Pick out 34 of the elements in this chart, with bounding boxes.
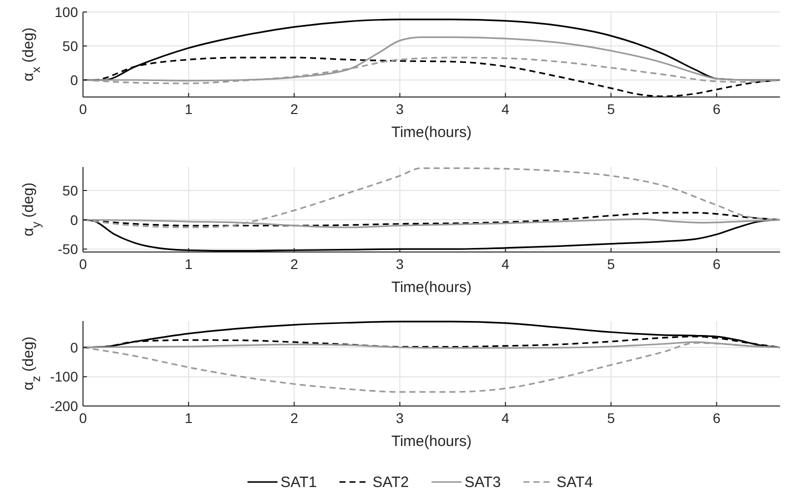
y-tick-label: 0	[70, 339, 78, 356]
x-tick-label: 1	[184, 410, 193, 426]
y-tick-label: 0	[70, 72, 78, 88]
x-axis-title: Time(hours)	[391, 124, 472, 141]
y-tick-label: 0	[70, 212, 78, 228]
x-tick-label: 6	[712, 101, 721, 117]
y-tick-label: -50	[58, 241, 78, 258]
x-axis-title: Time(hours)	[391, 433, 472, 450]
legend-label: SAT3	[464, 474, 501, 491]
legend-label: SAT2	[372, 474, 409, 491]
x-axis-title: Time(hours)	[391, 279, 472, 296]
x-tick-label: 3	[396, 410, 404, 426]
x-tick-label: 2	[290, 410, 298, 426]
y-tick-label: 50	[62, 38, 78, 54]
y-tick-label: -100	[50, 368, 78, 385]
x-tick-label: 4	[502, 410, 510, 426]
x-tick-label: 3	[396, 256, 404, 272]
y-tick-label: 100	[54, 4, 78, 20]
legend-label: SAT1	[280, 474, 317, 491]
x-tick-label: 3	[396, 101, 404, 117]
legend-label: SAT4	[556, 474, 593, 491]
x-tick-label: 6	[712, 256, 721, 272]
x-tick-label: 2	[290, 101, 298, 117]
x-tick-label: 2	[290, 256, 298, 272]
x-tick-label: 4	[502, 256, 510, 272]
x-tick-label: 5	[607, 410, 616, 426]
x-tick-label: 1	[184, 256, 193, 272]
y-tick-label: 50	[62, 182, 78, 198]
x-tick-label: 4	[502, 101, 510, 117]
x-tick-label: 1	[184, 101, 193, 117]
y-tick-label: -200	[50, 398, 78, 414]
x-tick-label: 5	[607, 256, 616, 272]
x-tick-label: 6	[712, 410, 721, 426]
x-tick-label: 5	[607, 101, 616, 117]
